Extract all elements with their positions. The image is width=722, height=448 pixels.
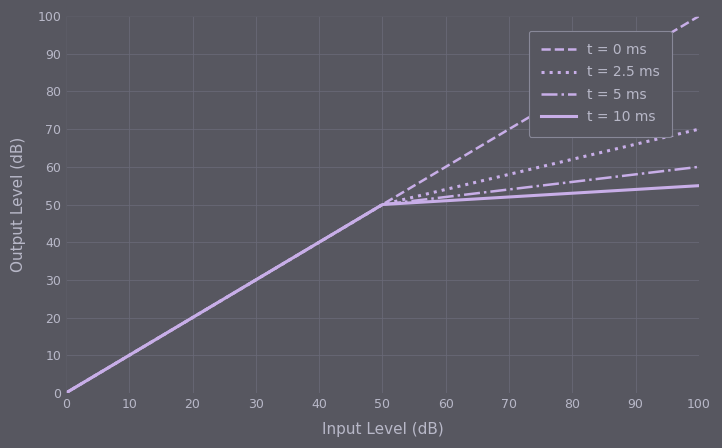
t = 5 ms: [555, 181, 564, 186]
t = 0 ms: [126, 352, 135, 357]
t = 10 ms: [61, 390, 70, 396]
t = 5 ms: [318, 238, 326, 243]
t = 5 ms: [695, 164, 703, 169]
t = 0 ms: [61, 390, 70, 396]
t = 10 ms: [695, 183, 703, 188]
t = 5 ms: [567, 179, 575, 185]
t = 2.5 ms: [496, 174, 505, 179]
t = 10 ms: [555, 191, 564, 197]
t = 2.5 ms: [318, 238, 326, 243]
t = 0 ms: [555, 96, 564, 102]
t = 2.5 ms: [567, 157, 575, 162]
t = 5 ms: [496, 188, 505, 193]
Line: t = 10 ms: t = 10 ms: [66, 185, 699, 393]
t = 10 ms: [567, 190, 575, 196]
X-axis label: Input Level (dB): Input Level (dB): [321, 422, 443, 437]
t = 0 ms: [567, 90, 575, 95]
t = 10 ms: [340, 224, 349, 230]
t = 0 ms: [496, 131, 505, 137]
t = 2.5 ms: [695, 126, 703, 132]
Line: t = 0 ms: t = 0 ms: [66, 16, 699, 393]
t = 0 ms: [318, 238, 326, 243]
t = 2.5 ms: [555, 159, 564, 165]
t = 0 ms: [695, 13, 703, 19]
t = 5 ms: [126, 352, 135, 357]
t = 2.5 ms: [340, 224, 349, 230]
Legend: t = 0 ms, t = 2.5 ms, t = 5 ms, t = 10 ms: t = 0 ms, t = 2.5 ms, t = 5 ms, t = 10 m…: [529, 30, 672, 137]
t = 10 ms: [318, 238, 326, 243]
Y-axis label: Output Level (dB): Output Level (dB): [11, 137, 26, 272]
t = 10 ms: [126, 352, 135, 357]
t = 5 ms: [340, 224, 349, 230]
Line: t = 2.5 ms: t = 2.5 ms: [66, 129, 699, 393]
Line: t = 5 ms: t = 5 ms: [66, 167, 699, 393]
t = 2.5 ms: [61, 390, 70, 396]
t = 10 ms: [496, 195, 505, 200]
t = 2.5 ms: [126, 352, 135, 357]
t = 5 ms: [61, 390, 70, 396]
t = 0 ms: [340, 224, 349, 230]
